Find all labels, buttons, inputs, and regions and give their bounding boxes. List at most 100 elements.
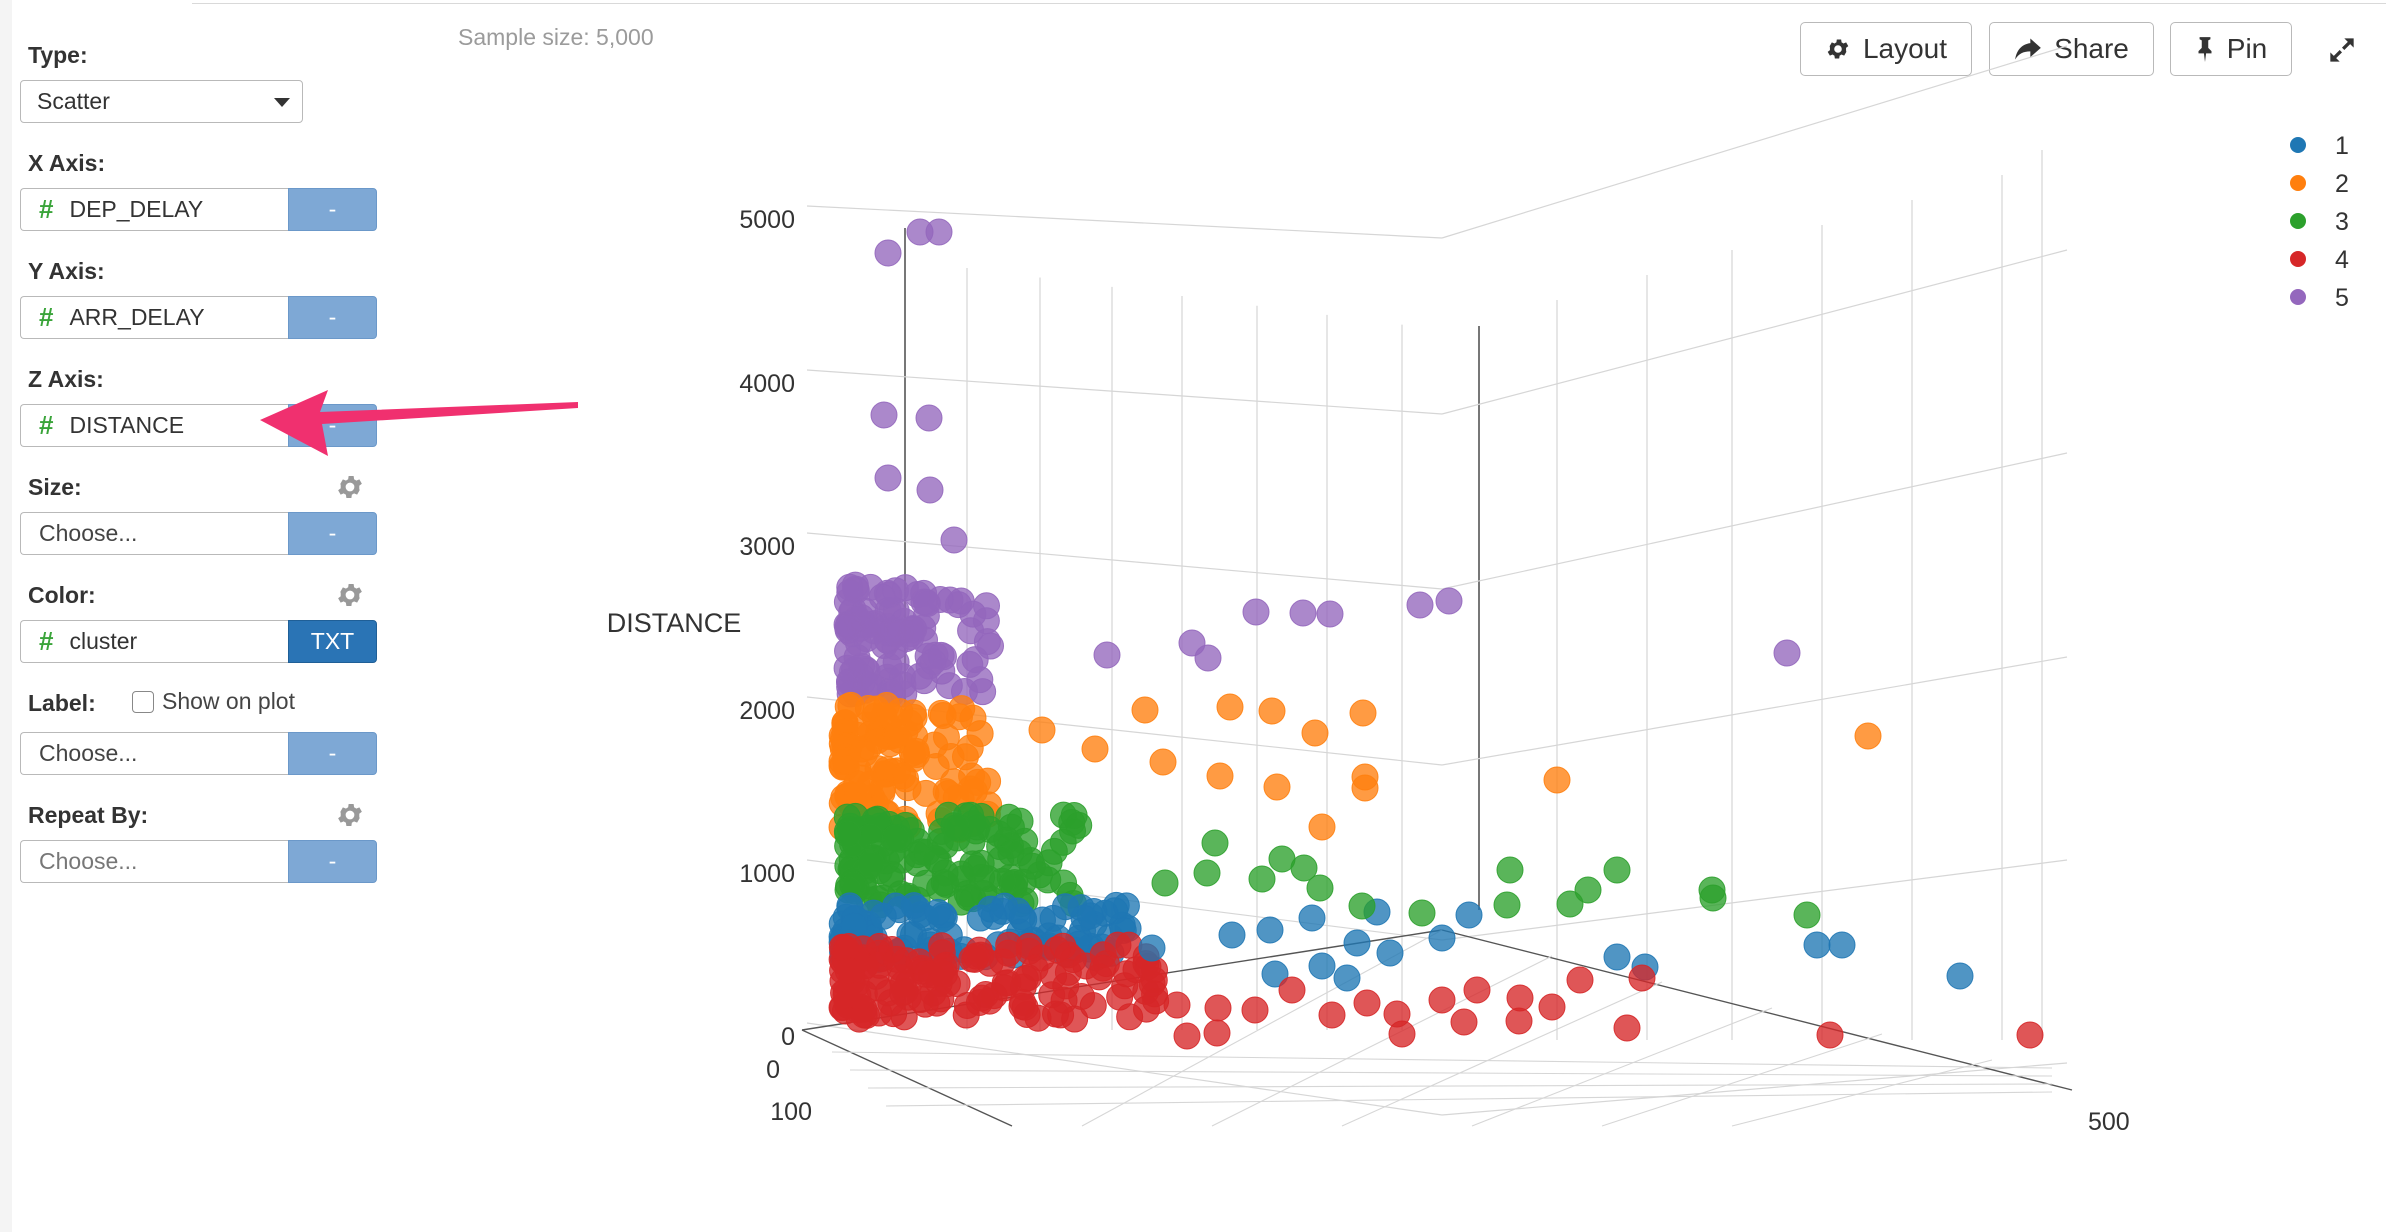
show-on-plot-label[interactable]: Show on plot — [162, 688, 295, 714]
cluster-4-point — [994, 969, 1022, 997]
chart-type-select[interactable]: Scatter — [20, 80, 303, 123]
cluster-4-point — [1505, 1007, 1533, 1035]
cluster-1-point — [924, 898, 952, 926]
cluster-4-point — [1054, 958, 1082, 986]
tab-bar-divider — [192, 3, 2386, 4]
grid-line — [1441, 859, 2068, 941]
cluster-4-point — [1008, 992, 1036, 1020]
x-axis-minus-button[interactable]: - — [288, 188, 377, 231]
cluster-5-point — [913, 590, 941, 618]
legend-item-2[interactable]: 2 — [2290, 170, 2349, 198]
chart-ticks: 0 1000 2000 3000 4000 5000 0 100 500 — [739, 206, 2129, 1136]
cluster-4-point — [1450, 1008, 1478, 1036]
chart-legend[interactable]: 1 2 3 4 5 — [2290, 132, 2349, 312]
cluster-1-point — [1803, 931, 1831, 959]
cluster-4-point — [1816, 1021, 1844, 1049]
cluster-1-point — [1003, 897, 1031, 925]
z-axis-title: DISTANCE — [607, 608, 742, 638]
cluster-4-point — [1318, 1001, 1346, 1029]
legend-label: 2 — [2335, 170, 2349, 198]
cluster-5-point — [834, 614, 862, 642]
z-tick-label: 4000 — [739, 370, 795, 398]
label-minus-button[interactable]: - — [288, 732, 377, 775]
cluster-4-point — [1163, 991, 1191, 1019]
size-field[interactable]: Choose... — [20, 512, 290, 555]
layout-button-label: Layout — [1862, 33, 1948, 64]
cluster-2-point — [966, 720, 994, 748]
cluster-4-point — [976, 949, 1004, 977]
grid-line — [1441, 452, 2068, 590]
cluster-1-point — [1070, 904, 1098, 932]
z-axis-field[interactable]: # DISTANCE — [20, 404, 290, 447]
z-tick-label: 1000 — [739, 860, 795, 888]
grid-line — [1211, 955, 1553, 1127]
cluster-5-point — [928, 657, 956, 685]
legend-marker — [2290, 175, 2306, 191]
cluster-5-point — [860, 617, 888, 645]
repeat-by-field[interactable]: Choose... — [20, 840, 290, 883]
cluster-2-point — [1216, 693, 1244, 721]
cluster-2-point — [861, 702, 889, 730]
cluster-2-point — [1543, 766, 1571, 794]
color-selector[interactable]: # cluster TXT — [20, 620, 377, 663]
share-button[interactable]: Share — [1989, 22, 2154, 76]
cluster-5-point — [882, 648, 910, 676]
x-axis-field[interactable]: # DEP_DELAY — [20, 188, 290, 231]
cluster-5-point — [915, 404, 943, 432]
cluster-1-point — [1308, 952, 1336, 980]
color-field[interactable]: # cluster — [20, 620, 290, 663]
sample-size-label: Sample size: 5,000 — [458, 24, 654, 50]
layout-button[interactable]: Layout — [1800, 22, 1972, 76]
cluster-5-point — [855, 671, 883, 699]
legend-marker — [2290, 289, 2306, 305]
label-selector[interactable]: Choose... - — [20, 732, 377, 775]
cluster-4-point — [1613, 1014, 1641, 1042]
cluster-2-point — [1308, 813, 1336, 841]
cluster-1-point — [1946, 962, 1974, 990]
legend-item-5[interactable]: 5 — [2290, 284, 2349, 312]
repeat-by-minus-button[interactable]: - — [288, 840, 377, 883]
cluster-3-point — [1248, 865, 1276, 893]
active-tab[interactable] — [12, 0, 192, 4]
repeat-by-selector[interactable]: Choose... - — [20, 840, 377, 883]
cluster-5-point — [899, 614, 927, 642]
show-on-plot-checkbox[interactable] — [132, 691, 154, 713]
y-axis-field[interactable]: # ARR_DELAY — [20, 296, 290, 339]
grid-line — [1731, 1059, 1993, 1127]
grid-line — [867, 1083, 2053, 1089]
y-axis-minus-button[interactable]: - — [288, 296, 377, 339]
gear-icon[interactable] — [335, 580, 365, 610]
cluster-4-point — [1115, 931, 1143, 959]
cluster-1-point — [1428, 924, 1456, 952]
legend-item-3[interactable]: 3 — [2290, 208, 2349, 236]
pin-button[interactable]: Pin — [2170, 22, 2292, 76]
label-field[interactable]: Choose... — [20, 732, 290, 775]
cluster-1-point — [1828, 931, 1856, 959]
share-button-label: Share — [2054, 33, 2129, 64]
pin-icon — [2198, 37, 2212, 62]
cluster-4-point — [889, 970, 917, 998]
color-type-button[interactable]: TXT — [288, 620, 377, 663]
size-selector[interactable]: Choose... - — [20, 512, 377, 555]
y-axis-selector[interactable]: # ARR_DELAY - — [20, 296, 377, 339]
legend-item-4[interactable]: 4 — [2290, 246, 2349, 274]
size-minus-button[interactable]: - — [288, 512, 377, 555]
cluster-3-point — [881, 824, 909, 852]
cluster-5-point — [870, 401, 898, 429]
cluster-5-point — [1093, 641, 1121, 669]
cluster-5-point — [956, 650, 984, 678]
gear-icon[interactable] — [335, 800, 365, 830]
expand-icon[interactable] — [2328, 36, 2356, 64]
cluster-4-point — [1089, 954, 1117, 982]
cluster-2-point — [831, 747, 859, 775]
x-axis-selector[interactable]: # DEP_DELAY - — [20, 188, 377, 231]
cluster-2-point — [1263, 773, 1291, 801]
chart-type-value: Scatter — [37, 88, 110, 114]
cluster-5-point — [916, 476, 944, 504]
legend-item-1[interactable]: 1 — [2290, 132, 2349, 160]
scatter-3d-plot[interactable]: 0 1000 2000 3000 4000 5000 0 100 500 1 2 3 4 5 DISTA… — [12, 0, 2386, 1140]
gear-icon[interactable] — [335, 472, 365, 502]
cluster-2-point — [1149, 748, 1177, 776]
y-axis-line — [1441, 929, 2073, 1091]
legend-label: 4 — [2335, 246, 2349, 274]
